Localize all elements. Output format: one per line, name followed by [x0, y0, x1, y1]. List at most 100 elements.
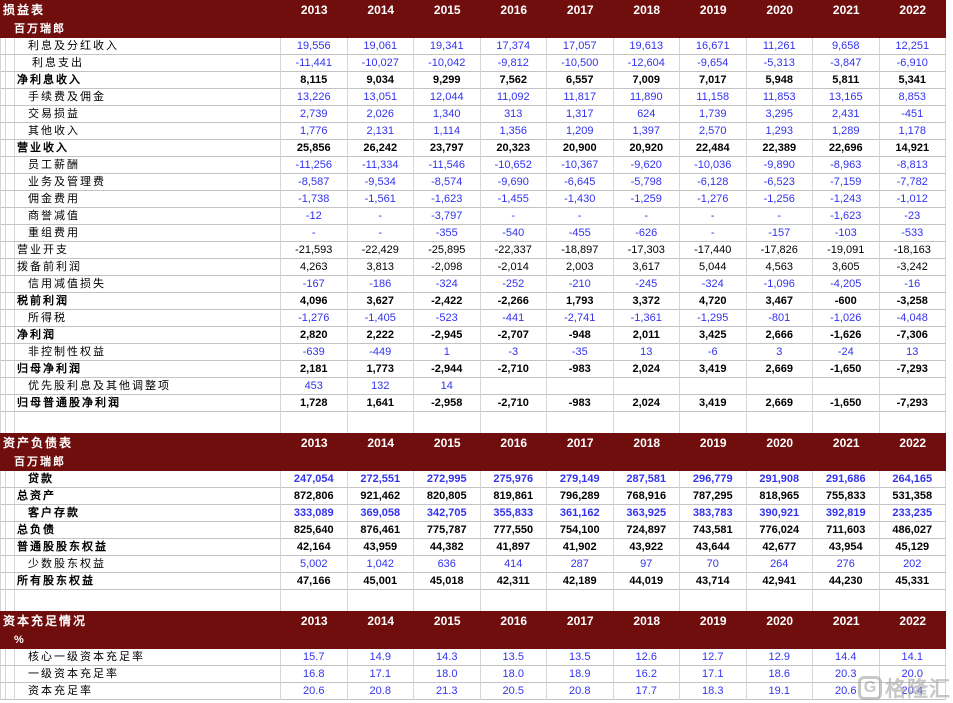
value-cell: 19,061 — [347, 38, 414, 55]
value-cell: -11,546 — [414, 157, 481, 174]
cell — [614, 590, 680, 611]
value-cell: -1,623 — [813, 208, 880, 225]
year-header-2021: 2021 — [832, 3, 860, 17]
value-cell: 12,251 — [879, 38, 946, 55]
table-row: 净利润 2,820 2,222 -2,945 -2,707 -948 2,011 3,425 2… — [0, 327, 946, 344]
value-cell: - — [613, 208, 680, 225]
value-cell: 1,776 — [281, 123, 348, 140]
value-cell: -533 — [879, 225, 946, 242]
row-label: 总负债 — [15, 522, 281, 539]
value-cell: -10,367 — [547, 157, 614, 174]
year-header-2017: 2017 — [566, 436, 594, 450]
cell — [547, 590, 614, 611]
cell — [547, 412, 614, 433]
value-cell: 754,100 — [547, 522, 614, 539]
value-cell: 819,861 — [480, 488, 547, 505]
table-row: 业务及管理费 -8,587 -9,534 -8,574 -9,690 -6,645 -5,7… — [0, 174, 946, 191]
row-label: 佣金费用 — [15, 191, 281, 208]
value-cell: 2,131 — [347, 123, 414, 140]
value-cell: 42,941 — [746, 573, 813, 590]
band-filler — [747, 632, 814, 649]
value-cell: -3 — [480, 344, 547, 361]
value-cell: 486,027 — [879, 522, 946, 539]
value-cell: 14.3 — [414, 649, 481, 666]
year-header-2020: 2020 — [766, 436, 794, 450]
value-cell: 276 — [813, 556, 880, 573]
value-cell: -7,306 — [879, 327, 946, 344]
table-row: 员工薪酬 -11,256 -11,334 -11,546 -10,652 -10,367-… — [0, 157, 946, 174]
band-filler — [547, 21, 614, 38]
value-cell: -441 — [480, 310, 547, 327]
band-filler — [481, 454, 548, 471]
value-cell: 775,787 — [414, 522, 481, 539]
value-cell: 355,833 — [480, 505, 547, 522]
spacer-cell — [6, 242, 15, 259]
cell — [281, 412, 348, 433]
row-label: 信用减值损失 — [15, 276, 281, 293]
year-header-2015: 2015 — [433, 3, 461, 17]
row-label: 税前利润 — [15, 293, 281, 310]
year-header-2015: 2015 — [433, 614, 461, 628]
spacer-cell — [0, 123, 6, 140]
spacer-cell — [6, 361, 15, 378]
table-row: 总资产 872,806 921,462 820,805 819,861 796,289 76… — [0, 488, 946, 505]
cell — [880, 590, 946, 611]
value-cell: 2,431 — [813, 106, 880, 123]
value-cell: 19,556 — [281, 38, 348, 55]
value-cell: 876,461 — [347, 522, 414, 539]
spacer-cell — [6, 89, 15, 106]
value-cell: 26,242 — [347, 140, 414, 157]
value-cell: -22,429 — [347, 242, 414, 259]
value-cell: 4,263 — [281, 259, 348, 276]
row-label: 其他收入 — [15, 123, 281, 140]
value-cell: 1,289 — [813, 123, 880, 140]
table-row: 利息及分红收入 19,556 19,061 19,341 17,374 17,057 19,… — [0, 38, 946, 55]
cell — [281, 590, 348, 611]
table-row: 利息支出 -11,441 -10,027 -10,042 -9,812 -10,500 -1… — [0, 55, 946, 72]
value-cell: -6,128 — [680, 174, 747, 191]
table-row: 拨备前利润 4,263 3,813 -2,098 -2,014 2,003 3,617 5,0… — [0, 259, 946, 276]
spacer-cell — [0, 89, 6, 106]
value-cell: -10,042 — [414, 55, 481, 72]
cell — [747, 412, 813, 433]
value-cell: -12,604 — [613, 55, 680, 72]
section-unit-label: 百万瑞郎 — [14, 456, 66, 468]
value-cell: 42,311 — [480, 573, 547, 590]
cell — [15, 412, 281, 433]
spacer-cell — [6, 539, 15, 556]
value-cell: 11,853 — [746, 89, 813, 106]
value-cell: -2,098 — [414, 259, 481, 276]
value-cell: 7,009 — [613, 72, 680, 89]
spacer-cell — [6, 123, 15, 140]
spacer-cell — [6, 505, 15, 522]
band-filler — [680, 632, 747, 649]
row-label: 一级资本充足率 — [15, 666, 281, 683]
band-filler — [281, 454, 348, 471]
value-cell: 47,166 — [281, 573, 348, 590]
value-cell: 5,948 — [746, 72, 813, 89]
value-cell: -1,561 — [347, 191, 414, 208]
value-cell: -2,266 — [480, 293, 547, 310]
value-cell: 796,289 — [547, 488, 614, 505]
cell — [6, 412, 15, 433]
value-cell: 19.1 — [746, 683, 813, 700]
value-cell: 275,976 — [480, 471, 547, 488]
year-header-2022: 2022 — [899, 436, 927, 450]
spacer-cell — [0, 395, 6, 412]
value-cell: 3,627 — [347, 293, 414, 310]
value-cell: 12,044 — [414, 89, 481, 106]
band-filler — [880, 454, 947, 471]
value-cell: 342,705 — [414, 505, 481, 522]
value-cell: -2,707 — [480, 327, 547, 344]
value-cell: 20.4 — [879, 683, 946, 700]
value-cell: -8,963 — [813, 157, 880, 174]
value-cell: 15.7 — [281, 649, 348, 666]
value-cell: -9,654 — [680, 55, 747, 72]
value-cell: 202 — [879, 556, 946, 573]
value-cell: 3,467 — [746, 293, 813, 310]
value-cell: 1,114 — [414, 123, 481, 140]
value-cell: -1,626 — [813, 327, 880, 344]
table-row: 少数股东权益 5,002 1,042 636 414 287 97 70 264 276 202 — [0, 556, 946, 573]
row-label: 商誉减值 — [15, 208, 281, 225]
value-cell: -3,242 — [879, 259, 946, 276]
